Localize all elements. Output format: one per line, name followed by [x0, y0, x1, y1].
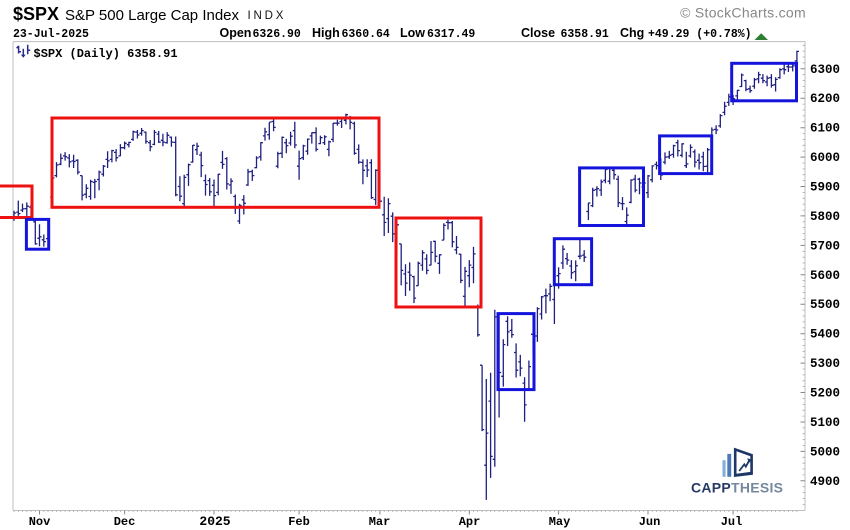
- svg-text:6326.90: 6326.90: [253, 28, 301, 41]
- svg-text:23-Jul-2025: 23-Jul-2025: [13, 28, 89, 41]
- svg-text:5400: 5400: [810, 328, 840, 342]
- svg-text:5000: 5000: [810, 445, 840, 459]
- svg-text:5900: 5900: [810, 181, 840, 195]
- svg-text:Apr: Apr: [459, 515, 481, 529]
- svg-text:5800: 5800: [810, 210, 840, 224]
- svg-text:$SPX: $SPX: [13, 4, 59, 24]
- svg-text:Chg: Chg: [620, 26, 644, 40]
- svg-text:6358.91: 6358.91: [561, 28, 609, 41]
- svg-text:S&P 500 Large Cap Index: S&P 500 Large Cap Index: [65, 7, 240, 24]
- svg-text:6360.64: 6360.64: [342, 28, 390, 41]
- svg-text:Feb: Feb: [288, 515, 310, 529]
- svg-text:$SPX (Daily) 6358.91: $SPX (Daily) 6358.91: [34, 47, 178, 61]
- svg-text:5700: 5700: [810, 239, 840, 253]
- svg-text:Close: Close: [521, 26, 555, 40]
- svg-text:INDX: INDX: [248, 10, 287, 22]
- svg-text:5600: 5600: [810, 269, 840, 283]
- svg-text:May: May: [549, 515, 571, 529]
- svg-text:High: High: [312, 26, 340, 40]
- svg-text:© StockCharts.com: © StockCharts.com: [680, 5, 806, 21]
- svg-text:Dec: Dec: [114, 515, 136, 529]
- svg-text:Open: Open: [220, 26, 252, 40]
- svg-text:Jun: Jun: [639, 515, 661, 529]
- svg-text:CAPPTHESIS: CAPPTHESIS: [691, 480, 783, 496]
- svg-text:Nov: Nov: [29, 515, 51, 529]
- svg-text:5100: 5100: [810, 416, 840, 430]
- svg-text:6200: 6200: [810, 92, 840, 106]
- svg-text:Low: Low: [400, 26, 425, 40]
- svg-text:+49.29 (+0.78%): +49.29 (+0.78%): [648, 28, 752, 41]
- svg-text:4900: 4900: [810, 475, 840, 489]
- svg-text:Jul: Jul: [721, 515, 743, 529]
- svg-text:6100: 6100: [810, 122, 840, 136]
- svg-text:5200: 5200: [810, 387, 840, 401]
- svg-text:6000: 6000: [810, 151, 840, 165]
- svg-text:2025: 2025: [199, 514, 230, 529]
- svg-text:6317.49: 6317.49: [427, 28, 475, 41]
- svg-text:6300: 6300: [810, 63, 840, 77]
- svg-text:5500: 5500: [810, 298, 840, 312]
- svg-text:5300: 5300: [810, 357, 840, 371]
- svg-text:Mar: Mar: [369, 515, 391, 529]
